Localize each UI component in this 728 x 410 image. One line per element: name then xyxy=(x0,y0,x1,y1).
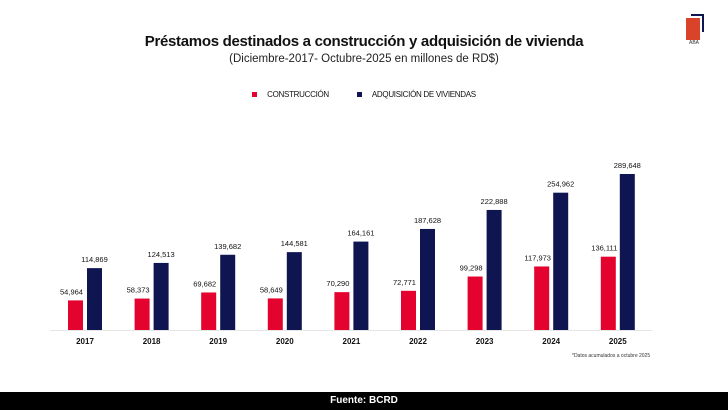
bar-adquisicion-2017 xyxy=(87,268,102,330)
bar-construccion-2022 xyxy=(401,290,416,330)
x-tick-label: 2019 xyxy=(209,337,227,346)
legend-swatch xyxy=(252,92,258,97)
data-label: 136,111 xyxy=(591,244,617,253)
aba-logo xyxy=(686,14,704,40)
data-label: 222,888 xyxy=(481,197,508,206)
footer-source: Fuente: BCRD xyxy=(0,392,728,410)
x-tick-label: 2023 xyxy=(476,337,494,346)
bar-construccion-2019 xyxy=(201,292,217,330)
data-label: 289,648 xyxy=(614,161,641,170)
bar-chart: 54,964 114,869 2017 58,373 124,513 2018 69,682… xyxy=(50,161,652,346)
legend: CONSTRUCCIÓN ADQUISICIÓN DE VIVIENDAS xyxy=(0,90,728,99)
data-label: 69,682 xyxy=(193,279,216,288)
data-label: 117,973 xyxy=(524,253,551,262)
data-label: 144,581 xyxy=(281,239,308,248)
data-label: 114,869 xyxy=(81,255,108,264)
data-label: 124,513 xyxy=(148,250,175,259)
x-tick-label: 2022 xyxy=(409,337,427,346)
legend-label: ADQUISICIÓN DE VIVIENDAS xyxy=(371,90,476,99)
bar-adquisicion-2020 xyxy=(286,252,302,330)
legend-swatch xyxy=(356,92,362,97)
data-label: 70,290 xyxy=(326,279,349,288)
bar-construccion-2025 xyxy=(600,256,616,330)
bar-adquisicion-2025 xyxy=(619,174,635,330)
bar-construccion-2020 xyxy=(267,298,283,330)
x-tick-label: 2024 xyxy=(542,337,560,346)
data-label: 99,298 xyxy=(460,264,483,273)
bar-construccion-2024 xyxy=(534,266,550,330)
chart-note: *Datos acumulados a octubre 2025 xyxy=(572,353,651,359)
bar-adquisicion-2023 xyxy=(486,209,502,330)
x-tick-label: 2020 xyxy=(276,337,294,346)
x-tick-label: 2017 xyxy=(76,337,94,346)
bar-adquisicion-2024 xyxy=(553,192,569,330)
bar-adquisicion-2021 xyxy=(353,241,369,330)
bar-adquisicion-2019 xyxy=(220,254,236,330)
logo-text: ABA xyxy=(688,40,699,46)
bar-adquisicion-2022 xyxy=(420,228,435,330)
data-label: 58,649 xyxy=(260,285,283,294)
bar-construccion-2017 xyxy=(68,300,83,330)
legend-label: CONSTRUCCIÓN xyxy=(267,90,329,99)
data-label: 139,682 xyxy=(214,242,241,251)
x-tick-label: 2021 xyxy=(343,337,361,346)
bar-construccion-2018 xyxy=(134,298,150,330)
chart-title: Préstamos destinados a construcción y ad… xyxy=(144,33,584,50)
data-label: 164,161 xyxy=(347,229,374,238)
bar-construccion-2021 xyxy=(334,292,350,330)
data-label: 187,628 xyxy=(414,216,441,225)
data-label: 254,962 xyxy=(547,180,574,189)
bar-adquisicion-2018 xyxy=(153,262,169,330)
x-tick-label: 2025 xyxy=(609,337,627,346)
legend-item-construccion: CONSTRUCCIÓN xyxy=(252,90,329,99)
chart-subtitle: (Diciembre-2017- Octubre-2025 en millone… xyxy=(229,53,499,65)
legend-item-adquisicion: ADQUISICIÓN DE VIVIENDAS xyxy=(356,90,476,99)
bar-construccion-2023 xyxy=(467,276,483,330)
data-label: 58,373 xyxy=(127,286,150,295)
x-tick-label: 2018 xyxy=(143,337,161,346)
data-label: 72,771 xyxy=(393,278,416,287)
data-label: 54,964 xyxy=(60,287,83,296)
